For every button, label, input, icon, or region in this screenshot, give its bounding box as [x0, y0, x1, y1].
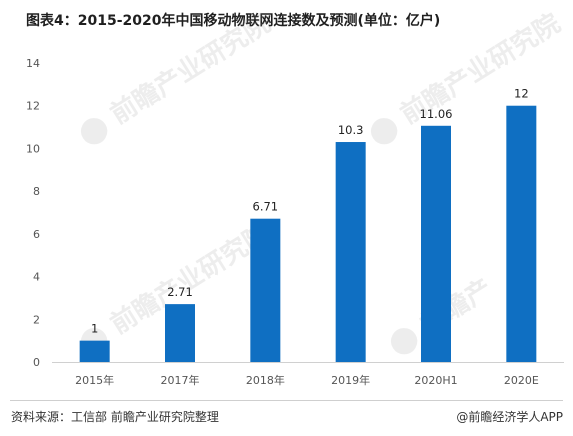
data-label: 11.06 [420, 107, 453, 121]
y-tick-label: 14 [26, 57, 40, 70]
y-tick-label: 4 [33, 271, 40, 284]
data-label: 12 [514, 87, 529, 101]
y-tick-label: 8 [33, 185, 40, 198]
y-tick-label: 6 [33, 228, 40, 241]
x-tick-label: 2020H1 [414, 374, 457, 387]
data-label: 6.71 [253, 200, 279, 214]
bar [250, 218, 281, 362]
data-label: 10.3 [338, 123, 364, 137]
source-note: 资料来源：工信部 前瞻产业研究院整理 [11, 410, 219, 424]
bar [165, 304, 195, 362]
data-labels: 1 2.71 6.71 10.3 11.06 12 [91, 87, 529, 336]
bar [79, 340, 110, 362]
footer-divider [10, 400, 563, 401]
bar [421, 125, 451, 362]
y-tick-label: 12 [26, 100, 40, 113]
data-label: 2.71 [167, 285, 193, 299]
bars [79, 105, 537, 362]
data-label: 1 [91, 322, 98, 336]
footer: 资料来源：工信部 前瞻产业研究院整理 @前瞻经济学人APP [0, 400, 573, 436]
x-tick-label: 2017年 [161, 373, 200, 387]
x-axis-ticks: 2015年 2017年 2018年 2019年 2020H1 2020E [75, 373, 539, 387]
y-tick-label: 2 [33, 313, 40, 326]
bar [506, 105, 537, 362]
y-tick-label: 10 [26, 142, 40, 155]
y-axis-ticks: 0 2 4 6 8 10 12 14 [26, 57, 40, 369]
x-tick-label: 2015年 [75, 373, 114, 387]
x-tick-label: 2019年 [331, 373, 370, 387]
x-tick-label: 2018年 [246, 373, 285, 387]
bar [335, 142, 366, 362]
credit-note: @前瞻经济学人APP [456, 410, 563, 424]
chart-title: 图表4：2015-2020年中国移动物联网连接数及预测(单位：亿户) [26, 13, 441, 29]
x-tick-label: 2020E [504, 374, 539, 387]
y-tick-label: 0 [33, 356, 40, 369]
